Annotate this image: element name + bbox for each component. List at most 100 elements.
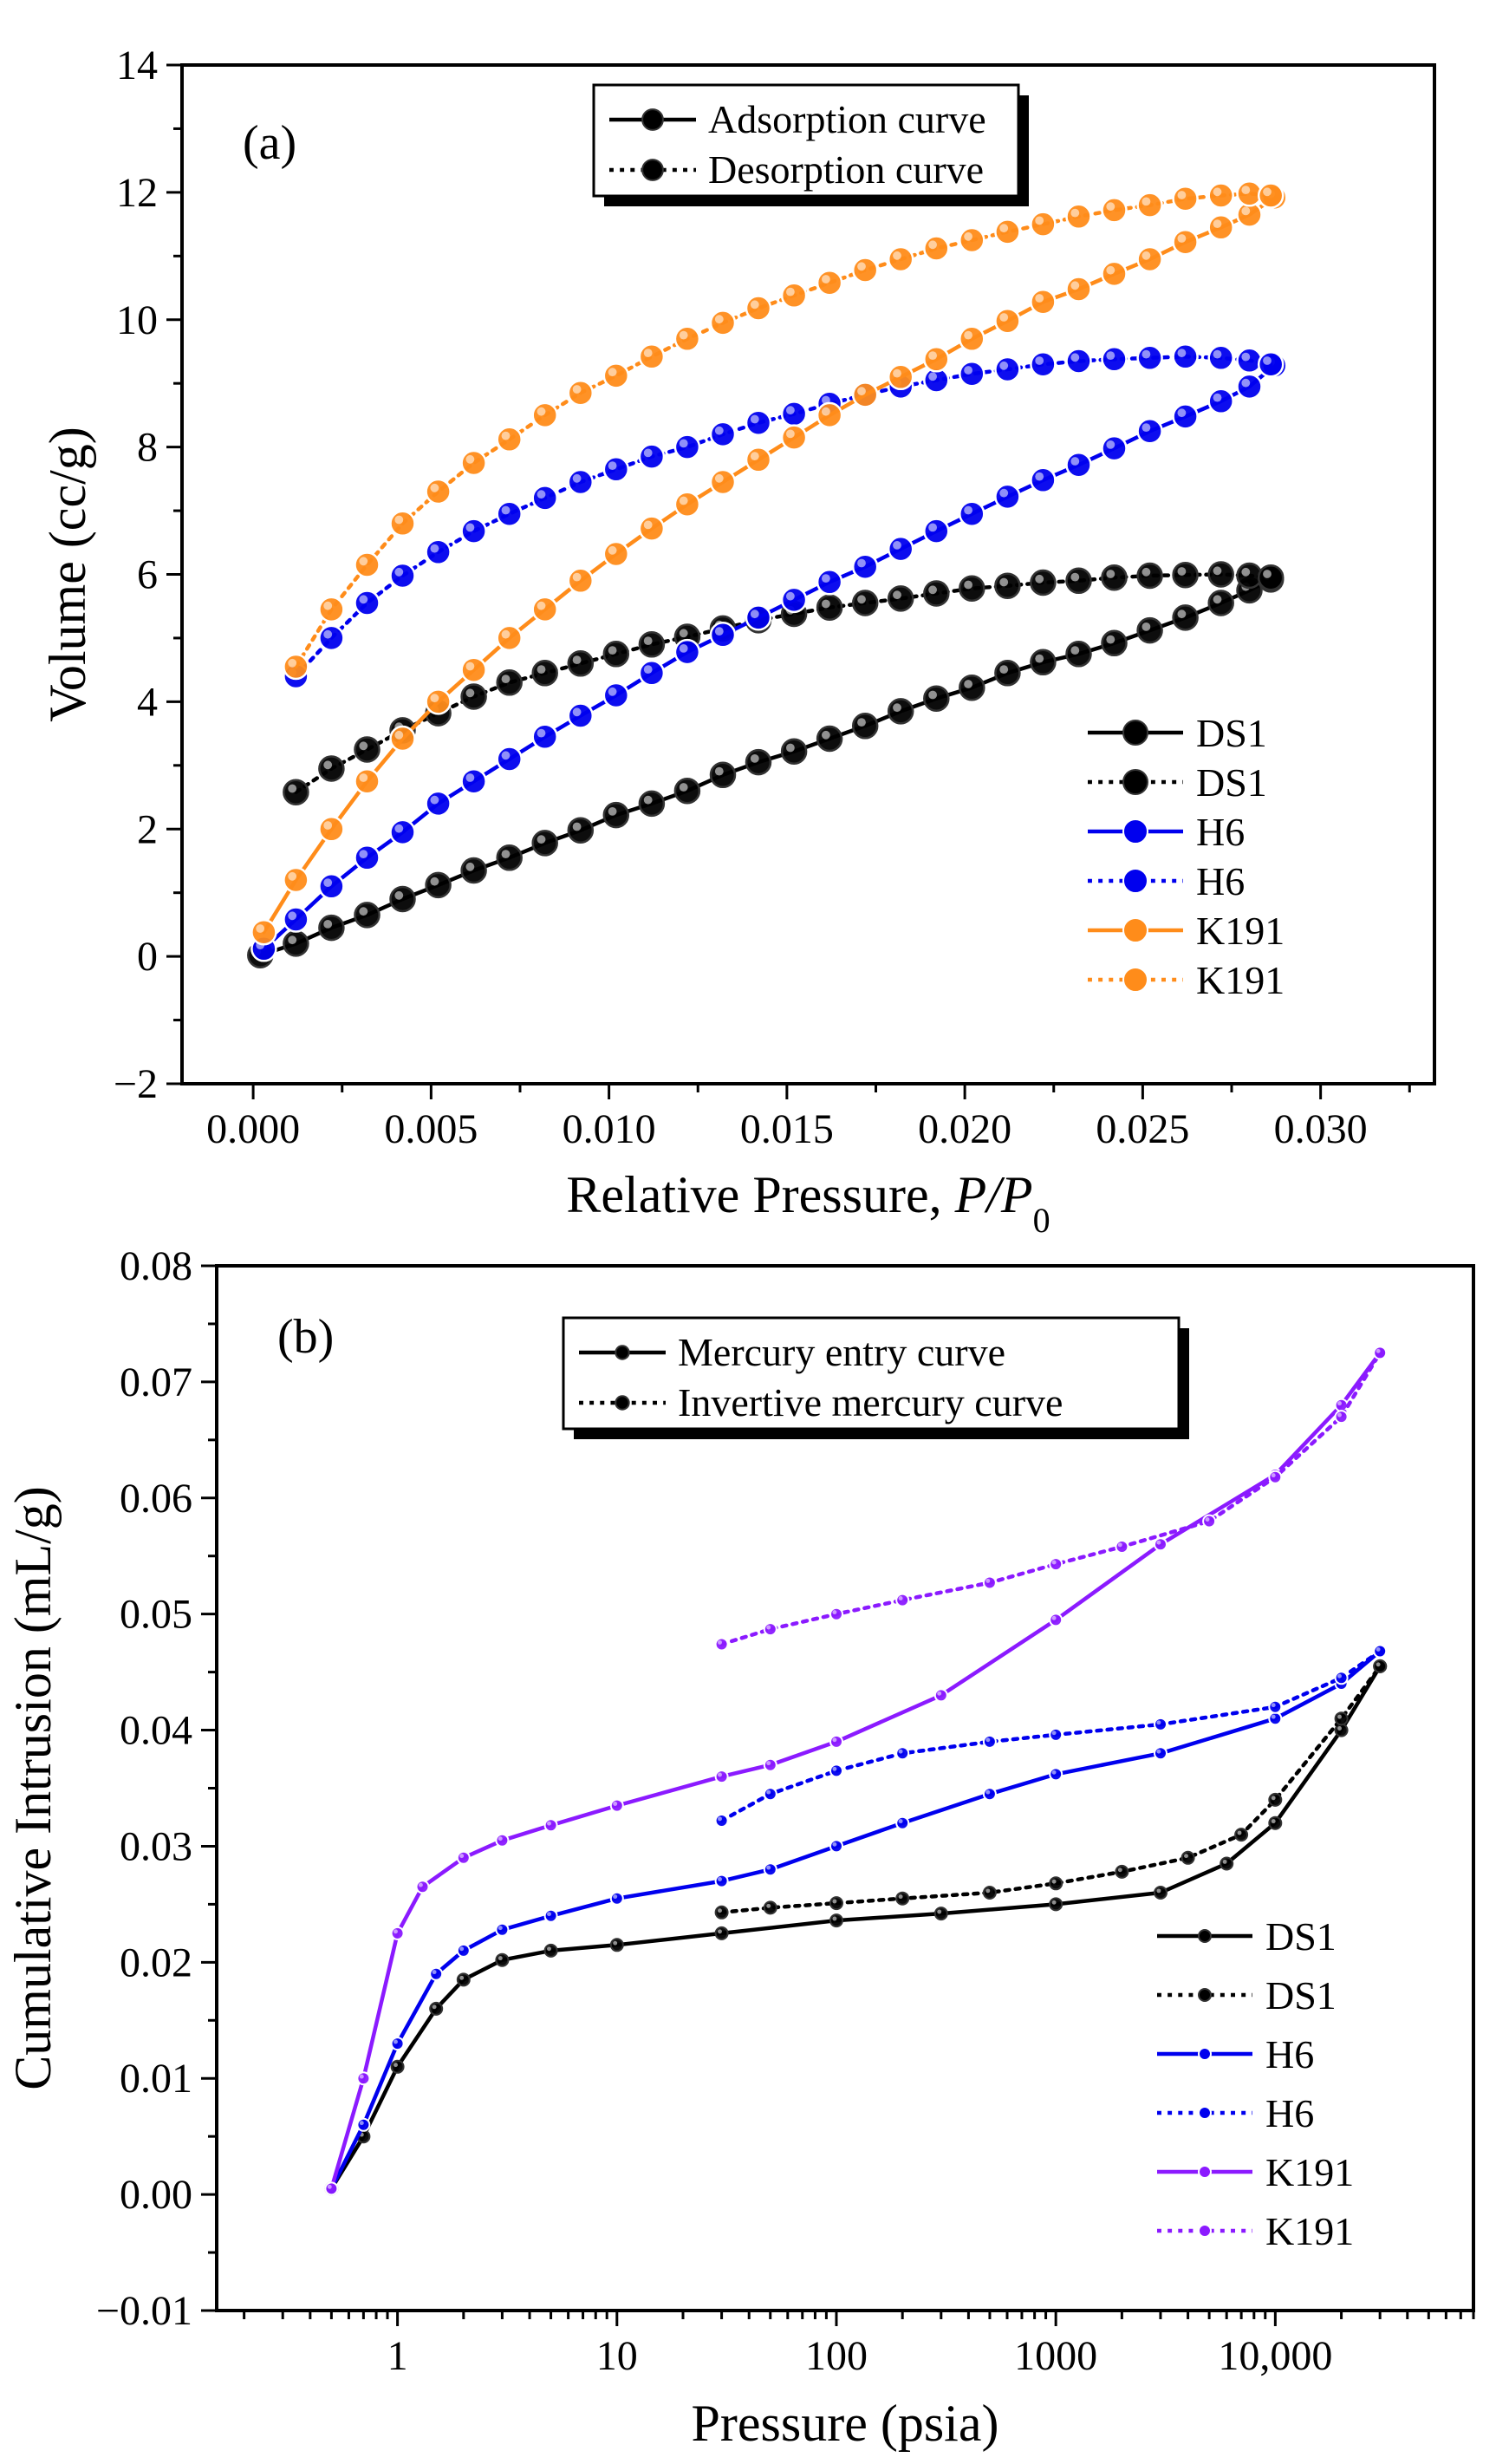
- data-point: [495, 1952, 510, 1967]
- data-point-highlight: [679, 496, 688, 505]
- data-point-highlight: [323, 760, 333, 770]
- data-point: [429, 1966, 444, 1981]
- data-point-highlight: [1337, 1401, 1342, 1406]
- data-point: [1030, 211, 1057, 238]
- panel-b-x-tick-label: 10,000: [1218, 2333, 1332, 2379]
- data-point: [923, 346, 950, 373]
- data-point: [745, 748, 772, 776]
- data-point: [638, 343, 666, 370]
- data-point: [1207, 590, 1234, 616]
- panel-a-y-tick-label: 2: [137, 806, 158, 852]
- data-point-highlight: [999, 577, 1009, 587]
- panel-a-x-axis-title-main: Relative Pressure,: [566, 1166, 954, 1223]
- data-point: [1257, 350, 1285, 378]
- data-point: [1049, 1613, 1063, 1627]
- data-point-highlight: [1035, 654, 1044, 663]
- data-point: [389, 510, 416, 538]
- series-legend-label: DS1: [1265, 1973, 1337, 2017]
- data-point-highlight: [928, 240, 937, 250]
- data-point-highlight: [750, 609, 759, 619]
- data-point-highlight: [893, 368, 901, 378]
- panel-a-x-tick-label: 0.010: [563, 1106, 656, 1152]
- data-point: [1101, 346, 1128, 373]
- data-point-highlight: [465, 523, 475, 532]
- data-point-highlight: [750, 754, 759, 763]
- data-point: [531, 830, 558, 857]
- data-point-highlight: [1241, 206, 1251, 216]
- data-point-highlight: [608, 687, 617, 696]
- data-point: [994, 572, 1021, 599]
- data-point: [895, 1746, 910, 1761]
- data-point-highlight: [1213, 595, 1222, 604]
- data-point: [567, 650, 595, 677]
- data-point-highlight: [1271, 1714, 1276, 1719]
- series-legend-marker: [1198, 2047, 1212, 2061]
- data-point-highlight: [898, 1749, 903, 1754]
- panel-b-y-tick-label: 0.03: [120, 1823, 192, 1869]
- legend-marker: [641, 159, 664, 181]
- data-point: [851, 257, 879, 284]
- data-point: [460, 449, 487, 477]
- data-point-highlight: [679, 330, 688, 340]
- legend-entry-label: Adsorption curve: [708, 97, 986, 141]
- data-point: [495, 1833, 510, 1848]
- panel-a-y-ticks: −2 0 2 4 6 8 10 12 14: [114, 42, 182, 1107]
- data-point: [638, 631, 666, 658]
- data-point: [1136, 192, 1163, 218]
- data-point: [389, 818, 416, 846]
- data-point-highlight: [1337, 1714, 1342, 1719]
- data-point-highlight: [613, 1802, 618, 1806]
- panel-b-plot-frame: [215, 1264, 1475, 2312]
- data-point-highlight: [572, 707, 582, 717]
- data-point: [887, 535, 914, 563]
- panel-a-style-legend: Adsorption curve Desorption curve: [592, 83, 1029, 206]
- panel-a: 0.000 0.005 0.010 0.015 0.020 0.025 0.030 −2 0 2…: [39, 42, 1436, 1240]
- data-point-highlight: [786, 743, 795, 753]
- series-line: [329, 1649, 1382, 2191]
- data-point-highlight: [1177, 234, 1187, 243]
- data-point: [567, 702, 595, 729]
- data-point-highlight: [679, 439, 688, 448]
- data-point: [1268, 1711, 1283, 1726]
- data-point: [283, 906, 309, 933]
- data-point-highlight: [1142, 197, 1151, 206]
- panel-b-y-tick-label: 0.07: [120, 1359, 192, 1405]
- data-point-highlight: [822, 730, 830, 740]
- panel-b-style-legend: Mercury entry curve Invertive mercury cur…: [562, 1316, 1189, 1439]
- data-point-highlight: [537, 835, 546, 844]
- data-point-highlight: [1142, 623, 1151, 631]
- series-legend-label: H6: [1196, 859, 1245, 903]
- data-point-highlight: [857, 558, 866, 568]
- data-point: [1049, 1557, 1063, 1572]
- data-point-highlight: [679, 644, 688, 653]
- panel-b-label: (b): [277, 1310, 334, 1364]
- data-point-highlight: [928, 585, 937, 595]
- data-point: [887, 698, 914, 725]
- data-point: [602, 456, 630, 483]
- data-point: [887, 363, 914, 391]
- data-point: [1065, 203, 1092, 231]
- data-point: [460, 518, 487, 544]
- data-point: [283, 930, 309, 957]
- data-point: [389, 885, 416, 913]
- data-point: [982, 1886, 997, 1900]
- data-point: [283, 779, 309, 805]
- data-point: [673, 638, 701, 666]
- data-point: [780, 586, 808, 614]
- data-point: [709, 420, 737, 448]
- data-point-highlight: [1117, 1868, 1122, 1873]
- data-point-highlight: [1184, 1854, 1188, 1859]
- data-point-highlight: [418, 1882, 423, 1887]
- data-point: [1334, 1711, 1349, 1726]
- panel-a-series-legend: DS1 DS1 H6 H6 K191 K191: [1088, 711, 1285, 1002]
- data-point-highlight: [893, 590, 901, 600]
- data-point: [1049, 1727, 1063, 1742]
- data-point: [318, 624, 345, 652]
- series-legend-marker: [1122, 868, 1148, 894]
- data-point: [816, 725, 843, 753]
- data-point: [895, 1891, 910, 1906]
- data-point: [1236, 347, 1263, 375]
- data-point-highlight: [718, 1908, 722, 1913]
- data-point-highlight: [714, 766, 724, 776]
- data-point-highlight: [964, 580, 972, 590]
